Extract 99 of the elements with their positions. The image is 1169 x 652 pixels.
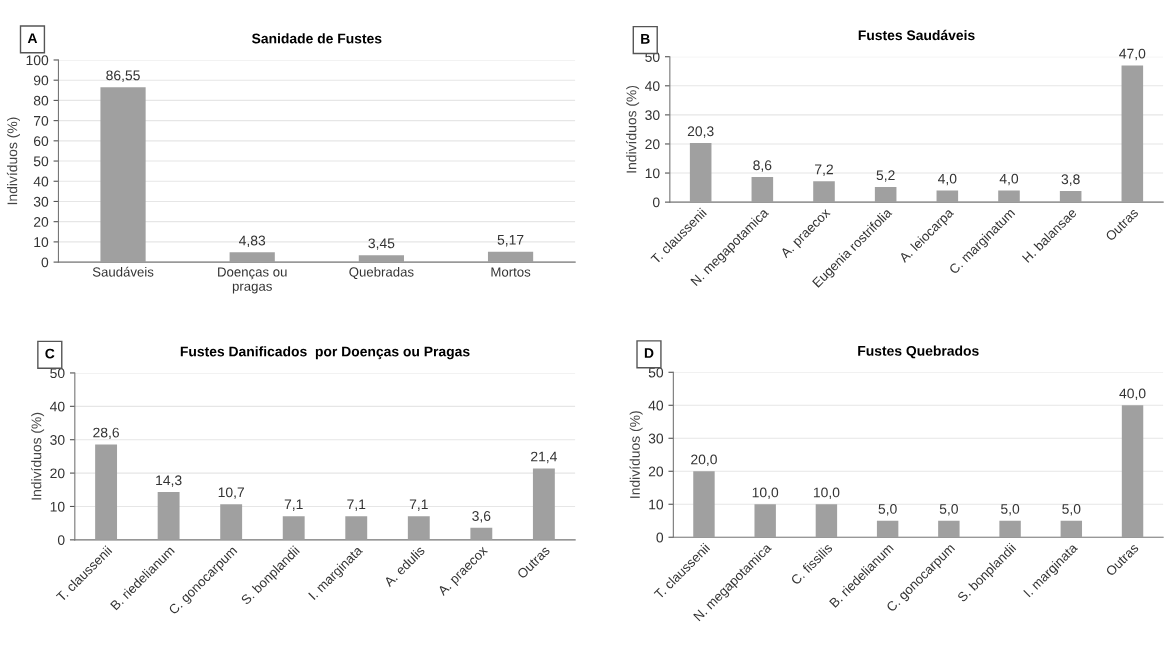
bar: [689, 143, 712, 203]
y-axis-title: Indivíduos (%): [6, 117, 20, 205]
chart-title: Fustes Saudáveis: [858, 29, 975, 41]
y-tick-label: 100: [26, 55, 49, 66]
text: B: [641, 34, 650, 44]
bar: [1121, 405, 1144, 538]
y-tick-label: 0: [57, 535, 65, 546]
y-tick-label: 10: [50, 501, 65, 512]
data-label: 20,3: [687, 126, 714, 138]
x-tick-label: Saudáveis: [92, 266, 154, 277]
data-label: 21,4: [531, 451, 557, 464]
y-tick-label: 50: [648, 367, 664, 378]
bar: [470, 527, 493, 540]
bar: [1059, 191, 1082, 203]
data-label: 5,0: [1062, 504, 1081, 516]
bar: [407, 516, 430, 540]
bar: [936, 190, 959, 203]
bar: [815, 504, 838, 538]
y-tick-label: 50: [33, 156, 49, 167]
y-axis-title: Indivíduos (%): [626, 85, 640, 173]
data-label: 20,0: [691, 454, 717, 466]
data-label: 5,2: [876, 170, 895, 182]
data-label: 8,6: [753, 160, 772, 172]
y-tick-label: 40: [644, 81, 660, 91]
data-label: 7,1: [409, 499, 428, 511]
y-tick-label: 70: [33, 115, 49, 126]
chart-title: Sanidade de Fustes: [251, 33, 382, 44]
text: D: [644, 348, 654, 358]
data-label: 3,45: [368, 238, 395, 250]
data-label: 4,83: [239, 235, 266, 248]
data-label: 7,1: [347, 499, 366, 511]
y-axis-title: Indivíduos (%): [30, 412, 45, 500]
text: A: [27, 33, 38, 43]
data-label: 47,0: [1119, 48, 1146, 61]
data-label: 4,0: [937, 173, 957, 186]
y-tick-label: 0: [652, 197, 660, 208]
y-tick-label: 10: [34, 237, 49, 248]
y-tick-label: 10: [649, 499, 664, 510]
data-label: 40,0: [1119, 388, 1146, 401]
bar: [487, 251, 534, 263]
data-label: 3,6: [472, 511, 491, 523]
data-label: 4,0: [999, 173, 1019, 186]
chart-title: Fustes Quebrados: [858, 345, 979, 359]
bar: [874, 187, 897, 203]
bar: [999, 520, 1021, 538]
y-tick-label: 20: [648, 466, 664, 477]
data-label: 86,55: [106, 70, 140, 82]
data-label: 10,0: [752, 487, 779, 499]
y-tick-label: 30: [33, 196, 49, 207]
bar: [754, 504, 776, 538]
chart-title: Fustes Danificados por Doenças ou Pragas: [180, 346, 470, 360]
y-tick-label: 30: [645, 110, 660, 121]
bar: [998, 190, 1020, 203]
bar: [813, 181, 835, 203]
y-tick-label: 60: [33, 136, 49, 146]
bar: [100, 87, 146, 263]
bar: [282, 516, 305, 540]
data-label: 5,0: [939, 504, 958, 516]
data-label: 3,8: [1061, 174, 1080, 186]
data-label: 10,7: [218, 487, 244, 499]
data-label: 28,6: [93, 427, 119, 440]
data-label: 7,1: [284, 499, 303, 511]
data-label: 5,0: [878, 504, 897, 516]
data-label: 5,17: [497, 235, 524, 247]
x-tick-label: Mortos: [491, 267, 531, 277]
y-tick-label: 80: [33, 95, 49, 106]
data-label: 14,3: [156, 475, 182, 487]
y-tick-label: 40: [648, 400, 664, 411]
x-tick-label: Quebradas: [349, 266, 414, 280]
y-axis-title: Indivíduos (%): [629, 411, 643, 498]
data-label: 10,0: [813, 487, 840, 499]
y-tick-label: 20: [33, 217, 49, 227]
y-tick-label: 30: [50, 435, 65, 445]
bar: [220, 504, 243, 540]
y-tick-label: 40: [49, 401, 65, 412]
bar: [693, 471, 715, 538]
y-tick-label: 90: [33, 75, 49, 86]
bar: [876, 520, 899, 538]
x-tick-label: Doenças ou pragas: [218, 267, 287, 294]
y-tick-label: 20: [50, 468, 65, 479]
bar: [95, 444, 118, 540]
y-tick-label: 0: [656, 532, 664, 543]
y-tick-label: 0: [41, 257, 49, 268]
bar: [1121, 65, 1144, 203]
bar: [229, 252, 275, 263]
data-label: 5,0: [1000, 504, 1020, 516]
bar: [751, 177, 774, 203]
data-label: 7,2: [815, 164, 833, 176]
bar: [938, 520, 960, 538]
text: C: [45, 348, 55, 359]
bar: [345, 516, 368, 540]
bar: [532, 468, 555, 540]
bar: [358, 255, 404, 263]
bar: [157, 492, 180, 540]
bar: [1060, 520, 1083, 538]
y-tick-label: 30: [648, 433, 664, 444]
y-tick-label: 20: [645, 139, 660, 150]
y-tick-label: 40: [33, 176, 49, 187]
y-tick-label: 10: [645, 168, 660, 179]
